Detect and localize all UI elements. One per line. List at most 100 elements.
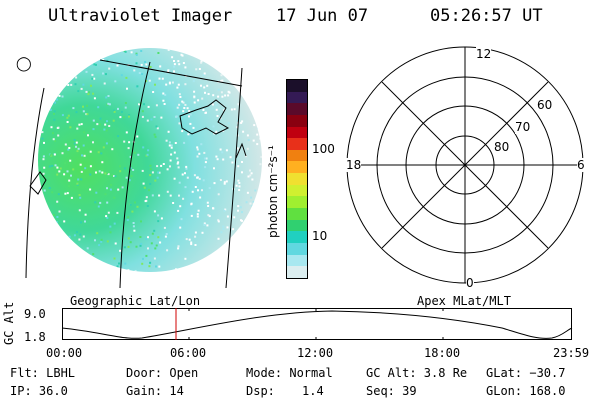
speckle-pixel xyxy=(208,215,211,218)
speckle-pixel xyxy=(158,194,161,197)
speckle-pixel xyxy=(42,155,45,158)
speckle-pixel xyxy=(135,53,138,56)
speckle-pixel xyxy=(51,191,54,194)
speckle-pixel xyxy=(98,170,101,173)
speckle-pixel xyxy=(217,220,220,223)
speckle-pixel xyxy=(124,279,126,281)
speckle-pixel xyxy=(21,283,23,285)
speckle-pixel xyxy=(194,231,197,234)
speckle-pixel xyxy=(217,95,220,98)
speckle-pixel xyxy=(41,137,44,140)
colorbar xyxy=(286,79,308,279)
speckle-pixel xyxy=(163,103,166,105)
speckle-pixel xyxy=(66,192,69,195)
speckle-pixel xyxy=(21,187,23,189)
speckle-pixel xyxy=(69,244,71,246)
speckle-pixel xyxy=(48,165,51,168)
speckle-pixel xyxy=(33,120,35,122)
speckle-pixel xyxy=(264,277,266,279)
speckle-pixel xyxy=(246,216,249,219)
speckle-pixel xyxy=(68,57,71,59)
speckle-pixel xyxy=(140,50,143,52)
speckle-pixel xyxy=(61,114,64,117)
speckle-pixel xyxy=(203,72,206,75)
speckle-pixel xyxy=(219,179,222,181)
speckle-pixel xyxy=(204,157,207,160)
speckle-pixel xyxy=(131,210,134,213)
speckle-pixel xyxy=(141,73,144,75)
status-filter: Flt: LBHL xyxy=(10,366,76,380)
speckle-pixel xyxy=(154,179,157,182)
speckle-pixel xyxy=(108,67,111,70)
speckle-pixel xyxy=(177,245,180,248)
speckle-pixel xyxy=(61,95,64,98)
speckle-pixel xyxy=(217,237,220,240)
speckle-pixel xyxy=(162,281,164,283)
colorbar-band xyxy=(287,242,307,255)
speckle-pixel xyxy=(258,226,260,229)
speckle-pixel xyxy=(24,119,26,121)
colorbar-tick-100: 100 xyxy=(312,142,335,156)
speckle-pixel xyxy=(241,219,243,222)
speckle-pixel xyxy=(161,77,164,80)
speckle-pixel xyxy=(184,186,187,189)
speckle-pixel xyxy=(108,277,110,279)
speckle-pixel xyxy=(43,166,46,169)
speckle-pixel xyxy=(190,243,193,246)
speckle-pixel xyxy=(98,123,101,126)
speckle-pixel xyxy=(25,110,27,112)
speckle-pixel xyxy=(62,246,65,249)
speckle-pixel xyxy=(188,115,190,118)
speckle-pixel xyxy=(253,124,256,127)
speckle-pixel xyxy=(75,141,78,144)
speckle-pixel xyxy=(41,61,44,64)
time-label: 05:26:57 UT xyxy=(430,6,543,26)
speckle-pixel xyxy=(189,122,192,125)
xtick-1200: 12:00 xyxy=(297,346,334,360)
speckle-pixel xyxy=(188,238,191,241)
speckle-pixel xyxy=(104,193,107,196)
speckle-pixel xyxy=(251,273,253,275)
speckle-pixel xyxy=(79,233,82,236)
speckle-pixel xyxy=(86,247,89,250)
speckle-pixel xyxy=(226,226,229,229)
speckle-pixel xyxy=(24,233,26,235)
speckle-pixel xyxy=(121,186,124,189)
speckle-pixel xyxy=(54,101,56,104)
speckle-pixel xyxy=(140,242,143,245)
apex-title: Apex MLat/MLT xyxy=(417,294,511,308)
speckle-pixel xyxy=(106,172,109,175)
speckle-pixel xyxy=(90,282,92,284)
speckle-pixel xyxy=(79,163,82,166)
speckle-pixel xyxy=(53,51,56,54)
speckle-pixel xyxy=(173,151,176,154)
speckle-pixel xyxy=(72,168,75,171)
speckle-pixel xyxy=(196,51,199,54)
speckle-pixel xyxy=(222,246,225,249)
speckle-pixel xyxy=(107,95,110,97)
speckle-pixel xyxy=(63,173,66,176)
speckle-pixel xyxy=(173,177,176,180)
speckle-pixel xyxy=(259,207,262,210)
speckle-pixel xyxy=(105,129,108,132)
speckle-pixel xyxy=(111,148,114,151)
speckle-pixel xyxy=(181,275,183,277)
speckle-pixel xyxy=(178,194,180,197)
speckle-pixel xyxy=(164,235,167,238)
speckle-pixel xyxy=(35,157,37,159)
speckle-pixel xyxy=(119,170,122,173)
ytick-1-8: 1.8 xyxy=(24,330,46,344)
speckle-pixel xyxy=(72,284,74,286)
speckle-pixel xyxy=(125,131,128,134)
speckle-pixel xyxy=(60,75,63,78)
speckle-pixel xyxy=(41,280,43,282)
speckle-pixel xyxy=(245,73,248,76)
speckle-pixel xyxy=(193,54,196,57)
speckle-pixel xyxy=(74,83,77,86)
speckle-pixel xyxy=(43,85,46,88)
speckle-pixel xyxy=(141,262,144,265)
speckle-pixel xyxy=(58,233,61,235)
speckle-pixel xyxy=(242,276,244,278)
speckle-pixel xyxy=(116,265,119,268)
speckle-pixel xyxy=(119,185,122,188)
